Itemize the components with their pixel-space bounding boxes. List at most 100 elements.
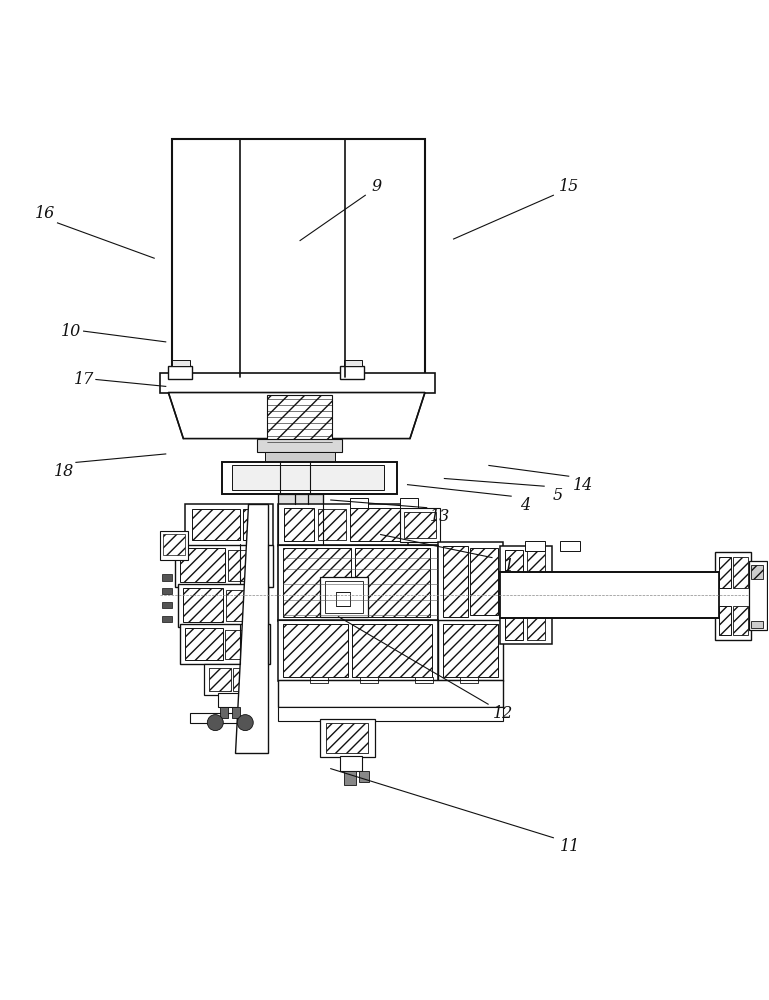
Text: 11: 11: [560, 838, 581, 855]
Bar: [163, 534, 185, 555]
Bar: [751, 621, 764, 628]
Text: 4: 4: [520, 497, 530, 514]
Bar: [278, 545, 438, 621]
Bar: [344, 360, 362, 366]
Bar: [719, 557, 731, 588]
Bar: [749, 561, 767, 630]
Bar: [185, 504, 273, 546]
Text: 16: 16: [35, 205, 55, 222]
Bar: [404, 512, 436, 538]
Bar: [228, 550, 266, 581]
Bar: [350, 498, 368, 508]
Bar: [257, 439, 342, 452]
Bar: [172, 360, 191, 366]
Bar: [500, 550, 524, 584]
Bar: [560, 541, 580, 551]
Polygon shape: [235, 504, 268, 753]
Bar: [220, 707, 228, 718]
Bar: [232, 707, 240, 718]
Bar: [283, 624, 348, 677]
Bar: [340, 366, 364, 379]
Bar: [178, 584, 268, 627]
Text: 12: 12: [494, 705, 514, 722]
Bar: [161, 373, 435, 393]
Bar: [183, 588, 223, 622]
Bar: [162, 588, 172, 594]
Bar: [283, 548, 351, 617]
Bar: [267, 395, 332, 445]
Bar: [222, 462, 397, 494]
Bar: [360, 677, 378, 683]
Text: 1: 1: [504, 558, 514, 575]
Bar: [181, 624, 270, 664]
Bar: [162, 602, 172, 608]
Bar: [320, 577, 368, 617]
Bar: [504, 606, 523, 640]
Bar: [443, 546, 468, 617]
Bar: [350, 508, 402, 541]
Circle shape: [208, 715, 223, 731]
Bar: [500, 546, 551, 644]
Bar: [191, 713, 260, 723]
Bar: [181, 548, 225, 582]
Bar: [278, 680, 503, 707]
Bar: [524, 541, 544, 551]
Text: 13: 13: [430, 508, 450, 525]
Bar: [192, 509, 240, 540]
Bar: [161, 531, 188, 560]
Bar: [225, 630, 263, 659]
Bar: [734, 606, 748, 635]
Bar: [278, 620, 438, 681]
Bar: [205, 664, 259, 695]
Text: 9: 9: [371, 178, 382, 195]
Bar: [359, 771, 369, 782]
Bar: [218, 693, 243, 707]
Text: 14: 14: [572, 477, 593, 494]
Bar: [175, 545, 273, 587]
Bar: [400, 508, 440, 542]
Bar: [168, 366, 192, 379]
Bar: [185, 628, 223, 660]
Bar: [527, 550, 544, 581]
Bar: [438, 542, 503, 621]
Bar: [400, 498, 418, 508]
Bar: [527, 606, 544, 640]
Text: 18: 18: [54, 463, 74, 480]
Bar: [470, 548, 498, 615]
Bar: [326, 723, 368, 753]
Bar: [355, 548, 430, 617]
Bar: [504, 554, 521, 581]
Bar: [278, 494, 323, 544]
Bar: [751, 565, 764, 579]
Bar: [278, 504, 408, 546]
Bar: [719, 606, 731, 635]
Bar: [352, 624, 432, 677]
Bar: [443, 624, 498, 677]
Bar: [232, 465, 384, 490]
Bar: [734, 557, 748, 588]
Bar: [415, 677, 433, 683]
Circle shape: [238, 715, 253, 731]
Text: 5: 5: [553, 487, 563, 504]
Bar: [344, 771, 356, 785]
Bar: [325, 581, 363, 613]
Bar: [310, 677, 328, 683]
Bar: [504, 550, 523, 581]
Bar: [172, 139, 425, 377]
Bar: [209, 668, 231, 691]
Bar: [320, 719, 375, 757]
Bar: [285, 508, 314, 541]
Bar: [715, 552, 751, 640]
Polygon shape: [168, 393, 425, 439]
Text: 17: 17: [74, 371, 94, 388]
Bar: [233, 668, 253, 691]
Text: 15: 15: [558, 178, 579, 195]
Bar: [278, 707, 503, 721]
Bar: [336, 592, 350, 606]
Bar: [500, 572, 719, 618]
Text: 10: 10: [62, 323, 82, 340]
Bar: [265, 452, 335, 462]
Bar: [243, 509, 265, 540]
Bar: [438, 620, 503, 681]
Bar: [340, 756, 362, 771]
